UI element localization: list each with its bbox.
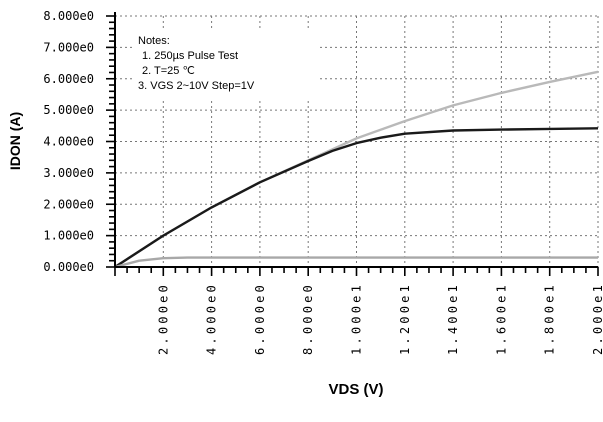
y-tick-labels: 0.000e0 1.000e0 2.000e0 3.000e0 4.000e0 5.000… <box>43 9 94 274</box>
note-line: 2. T=25 ℃ <box>142 65 195 77</box>
x-tick-label: 1.000e1 <box>350 282 364 355</box>
x-tick-label: 2.000e0 <box>156 282 170 355</box>
y-axis-label: IDON (A) <box>7 112 23 170</box>
x-tick-label: 6.000e0 <box>253 282 267 355</box>
x-tick-label: 1.600e1 <box>494 282 508 355</box>
y-tick-label: 1.000e0 <box>43 229 94 243</box>
y-tick-label: 0.000e0 <box>43 260 94 274</box>
x-tick-label: 2.000e1 <box>591 282 603 355</box>
axes <box>114 12 598 268</box>
x-tick-label: 1.400e1 <box>446 282 460 355</box>
y-tick-label: 3.000e0 <box>43 166 94 180</box>
x-tick-label: 1.200e1 <box>398 282 412 355</box>
notes-background <box>134 30 319 100</box>
notes-box: Notes: 1. 250µs Pulse Test 2. T=25 ℃ 3. VGS… <box>134 30 319 100</box>
note-line: 3. VGS 2~10V Step=1V <box>138 80 255 92</box>
x-axis-label: VDS (V) <box>328 381 383 398</box>
series-line-3 <box>114 256 598 269</box>
x-tick-label: 4.000e0 <box>205 282 219 355</box>
minor-ticks <box>106 15 599 276</box>
series-group <box>114 70 599 269</box>
y-tick-label: 2.000e0 <box>43 197 94 211</box>
series-line-2 <box>114 127 599 269</box>
note-line: Notes: <box>138 35 170 47</box>
y-tick-label: 7.000e0 <box>43 40 94 54</box>
x-tick-label: 1.800e1 <box>543 282 557 355</box>
note-line: 1. 250µs Pulse Test <box>142 50 238 62</box>
x-tick-label: 8.000e0 <box>301 282 315 355</box>
y-tick-label: 6.000e0 <box>43 72 94 86</box>
x-tick-labels: 2.000e0 4.000e0 6.000e0 8.000e0 1.000e1 1.200… <box>156 282 603 355</box>
y-tick-label: 8.000e0 <box>43 9 94 23</box>
y-tick-label: 5.000e0 <box>43 103 94 117</box>
y-tick-label: 4.000e0 <box>43 135 94 149</box>
